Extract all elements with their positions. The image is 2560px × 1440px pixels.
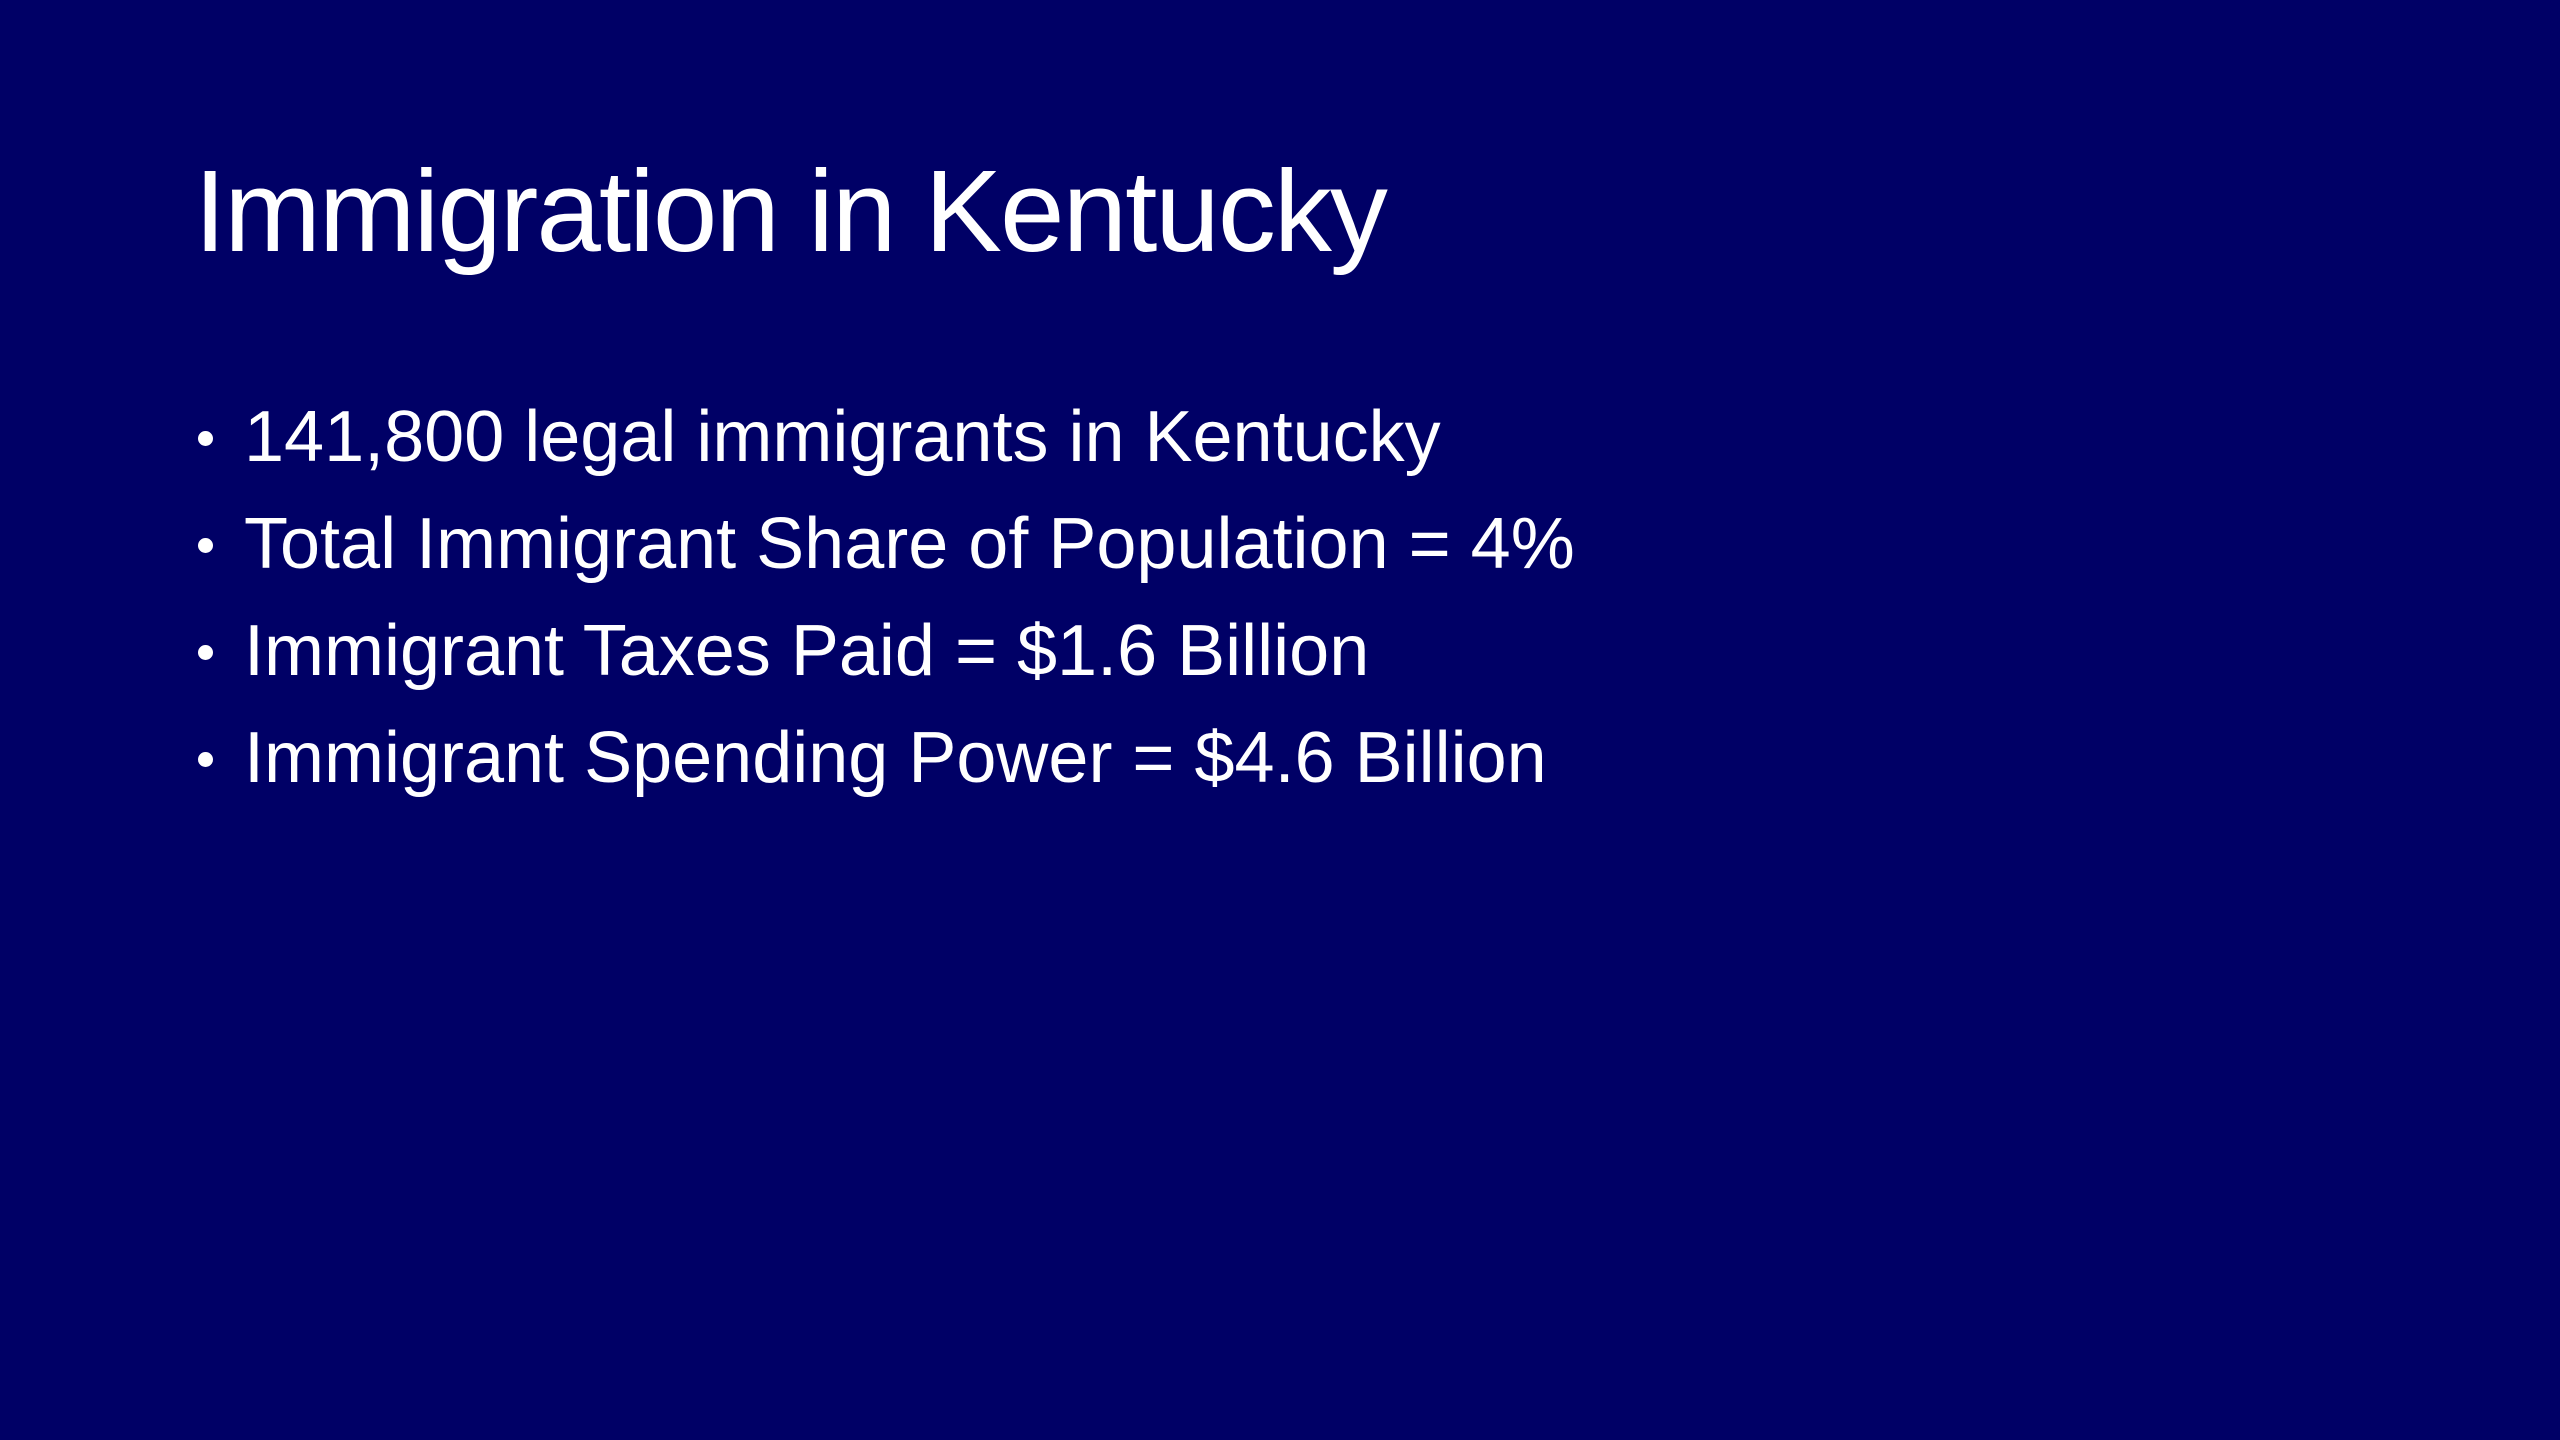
bullet-item: Immigrant Spending Power = $4.6 Billion (194, 705, 1575, 812)
bullet-dot-icon (198, 752, 213, 767)
bullet-dot-icon (198, 538, 213, 553)
slide-title: Immigration in Kentucky (194, 146, 1388, 276)
bullet-dot-icon (198, 431, 213, 446)
bullet-text: Immigrant Spending Power = $4.6 Billion (244, 718, 1547, 798)
bullet-item: Total Immigrant Share of Population = 4% (194, 491, 1575, 598)
bullet-item: Immigrant Taxes Paid = $1.6 Billion (194, 598, 1575, 705)
bullet-item: 141,800 legal immigrants in Kentucky (194, 384, 1575, 491)
bullet-list: 141,800 legal immigrants in Kentucky Tot… (194, 384, 1575, 812)
bullet-text: Immigrant Taxes Paid = $1.6 Billion (244, 611, 1370, 691)
bullet-text: 141,800 legal immigrants in Kentucky (244, 397, 1441, 477)
bullet-dot-icon (198, 645, 213, 660)
bullet-text: Total Immigrant Share of Population = 4% (244, 504, 1575, 584)
